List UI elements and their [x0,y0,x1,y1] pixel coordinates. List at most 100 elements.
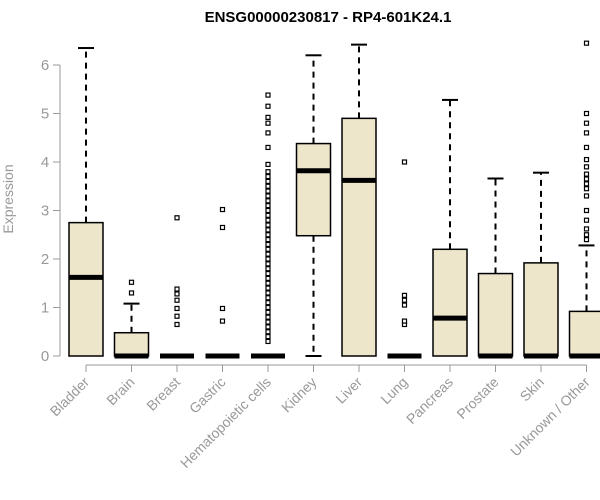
outlier-point [128,279,135,285]
outlier-point [265,270,271,277]
outlier-point [265,237,271,243]
outlier-point [265,314,271,320]
box-body [477,272,514,357]
outlier-point [401,318,408,324]
outlier-point [583,237,590,243]
outlier-point [265,309,271,315]
outlier-point [265,193,271,199]
outlier-point [583,176,590,182]
outlier-point [583,226,590,232]
outlier-point [265,329,271,335]
x-tick-label: Prostate [453,374,501,422]
outlier-point [583,207,590,214]
x-tick-label: Bladder [47,374,93,420]
chart-title: ENSG00000230817 - RP4-601K24.1 [205,9,452,26]
outlier-point [265,227,271,233]
outlier-point [583,217,590,223]
outlier-point [265,183,271,189]
outlier-point [174,297,180,303]
outlier-point [265,334,271,340]
outlier-point [265,207,271,214]
outlier-point [219,318,226,324]
box-breast [160,215,194,359]
outlier-point [583,144,590,151]
outlier-point [583,164,590,170]
box-gastric [205,206,240,359]
outlier-point [265,188,271,194]
outlier-point [401,159,408,165]
outlier-point [265,222,271,228]
y-tick-label: 5 [41,106,49,123]
box-hematopoietic-cells [251,92,285,359]
x-tick-label: Brain [103,374,137,408]
outlier-point [265,285,271,291]
x-tick-label: Skin [517,374,548,405]
y-tick-label: 0 [41,348,49,365]
outlier-point [265,261,271,267]
box-body [523,262,559,357]
box-body [341,117,377,357]
box-body [68,221,104,357]
outlier-point [265,198,271,204]
x-tick-label: Unknown / Other [507,374,593,460]
outlier-point [265,275,271,281]
outlier-point [265,103,271,109]
outlier-point [265,295,271,301]
outlier-point [265,246,271,252]
outlier-point [265,120,271,126]
y-tick-label: 3 [41,203,49,220]
outlier-point [265,92,271,98]
outlier-point [265,144,271,151]
outlier-point [265,338,271,345]
outlier-point [583,130,590,136]
box-kidney [295,54,332,357]
outlier-point [174,291,180,297]
box-body [295,142,332,237]
box-prostate [477,177,514,359]
outlier-point [583,171,590,177]
outlier-point [265,324,271,330]
outlier-point [401,302,408,308]
outlier-point [265,280,271,286]
outlier-point [265,178,271,184]
box-body [113,331,150,357]
box-liver [341,43,377,357]
box-lung [387,159,422,359]
outlier-point [219,206,226,213]
outlier-point [265,266,271,272]
outlier-point [174,215,180,221]
outlier-point [265,173,271,180]
x-tick-label: Liver [332,374,365,407]
x-tick-label: Hematopoietic cells [177,374,274,471]
x-tick-label: Breast [143,374,183,414]
outlier-point [174,313,180,319]
box-bladder [68,47,104,357]
outlier-point [265,161,271,168]
outlier-point [265,319,271,325]
outlier-point [401,297,408,303]
box-brain [113,279,150,359]
outlier-point [128,290,135,296]
outlier-point [583,181,590,187]
y-axis: 0 1 2 3 4 5 6 [41,57,61,365]
outlier-point [265,232,271,238]
box-pancreas [432,98,468,357]
outlier-point [265,114,271,120]
outlier-point [174,286,180,292]
y-tick-label: 4 [41,154,49,171]
x-tick-label: Lung [377,374,410,407]
outlier-point [174,321,180,328]
outlier-point [219,224,226,231]
outlier-point [174,305,180,312]
outlier-point [219,305,226,312]
outlier-point [265,251,271,257]
y-tick-label: 2 [41,251,49,268]
y-axis-label: Expression [0,164,16,233]
outlier-point [265,256,271,262]
outlier-point [583,156,590,163]
outlier-point [265,169,271,175]
y-tick-label: 1 [41,300,49,317]
